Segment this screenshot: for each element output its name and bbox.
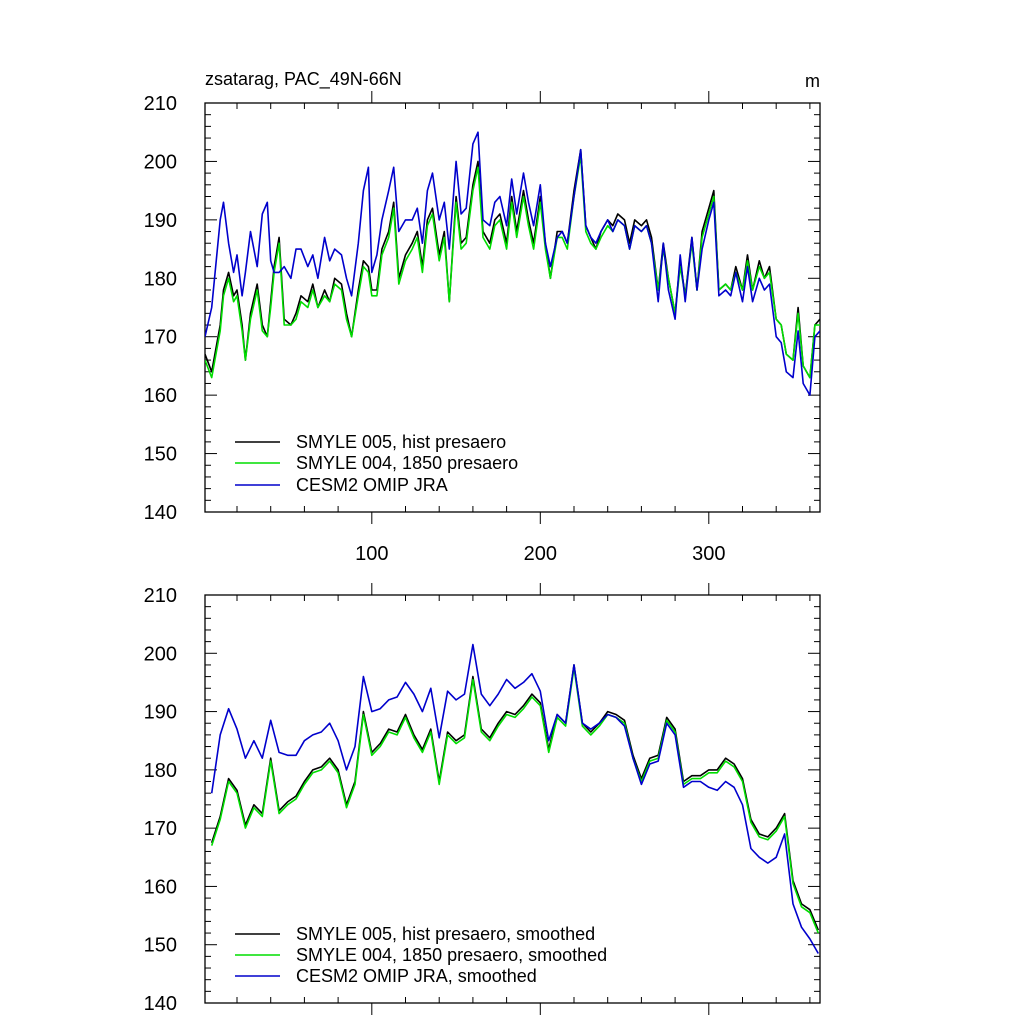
y-tick-label: 180 (144, 268, 177, 290)
y-tick-label: 200 (144, 643, 177, 665)
y-tick-label: 210 (144, 93, 177, 115)
bottom-panel: 140 150 160 170 180 190 200 210 SMYLE 005, hist … (144, 583, 821, 1015)
series-line-3 (210, 643, 819, 954)
x-tick-label: 100 (355, 543, 388, 565)
chart-title: zsatarag, PAC_49N-66N (205, 69, 402, 90)
legend-label: SMYLE 004, 1850 presaero (296, 453, 518, 473)
plot-frame (204, 594, 821, 1004)
y-tick-label: 170 (144, 818, 177, 840)
y-tick-label: 160 (144, 876, 177, 898)
y-tick-label: 160 (144, 385, 177, 407)
y-tick-label: 170 (144, 327, 177, 349)
series-line-3 (205, 131, 820, 396)
y-tick-label: 140 (144, 993, 177, 1015)
y-tick-label: 150 (144, 935, 177, 957)
y-tick-label: 200 (144, 151, 177, 173)
y-tick-label: 190 (144, 702, 177, 724)
legend-label: CESM2 OMIP JRA (296, 475, 448, 495)
y-tick-label: 140 (144, 502, 177, 524)
units-label: m (805, 71, 820, 91)
top-panel: 140 150 160 170 180 190 200 210 100 200 300 SMYLE 0… (144, 91, 821, 565)
y-tick-label: 190 (144, 210, 177, 232)
legend-label: SMYLE 005, hist presaero (296, 432, 506, 452)
x-tick-label: 200 (524, 543, 557, 565)
x-tick-label: 300 (692, 543, 725, 565)
legend-label: SMYLE 004, 1850 presaero, smoothed (296, 945, 607, 965)
plot-frame (204, 102, 821, 513)
legend-label: CESM2 OMIP JRA, smoothed (296, 966, 537, 986)
y-tick-label: 150 (144, 444, 177, 466)
y-tick-label: 180 (144, 760, 177, 782)
series-line-2 (210, 667, 820, 934)
y-tick-label: 210 (144, 585, 177, 607)
legend-label: SMYLE 005, hist presaero, smoothed (296, 924, 595, 944)
series-line-1 (210, 664, 820, 931)
